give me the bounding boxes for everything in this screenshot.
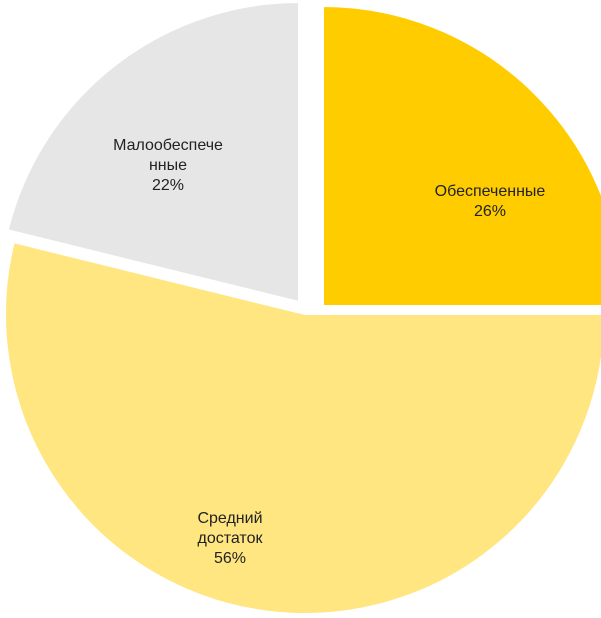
slice-label-line: достаток bbox=[198, 530, 264, 547]
pie-slice bbox=[4, 240, 601, 615]
pie-slices bbox=[4, 0, 601, 615]
slice-label-line: 22% bbox=[152, 177, 184, 194]
pie-slice bbox=[322, 4, 601, 307]
slice-data-label: Малообеспече нные 22% bbox=[113, 137, 223, 194]
slice-label-line: 26% bbox=[474, 203, 506, 220]
pie-labels: Обеспеченные 26% Средний достаток 56% Малообе… bbox=[113, 137, 545, 567]
slice-label-line: нные bbox=[149, 157, 187, 174]
slice-label-line: Малообеспече bbox=[113, 137, 223, 154]
slice-data-label: Обеспеченные 26% bbox=[435, 183, 546, 220]
slice-data-label: Средний достаток 56% bbox=[197, 510, 263, 567]
pie-slice bbox=[6, 0, 300, 304]
slice-label-line: Обеспеченные bbox=[435, 183, 546, 200]
slice-label-line: 56% bbox=[214, 550, 246, 567]
slice-label-line: Средний bbox=[197, 510, 262, 527]
